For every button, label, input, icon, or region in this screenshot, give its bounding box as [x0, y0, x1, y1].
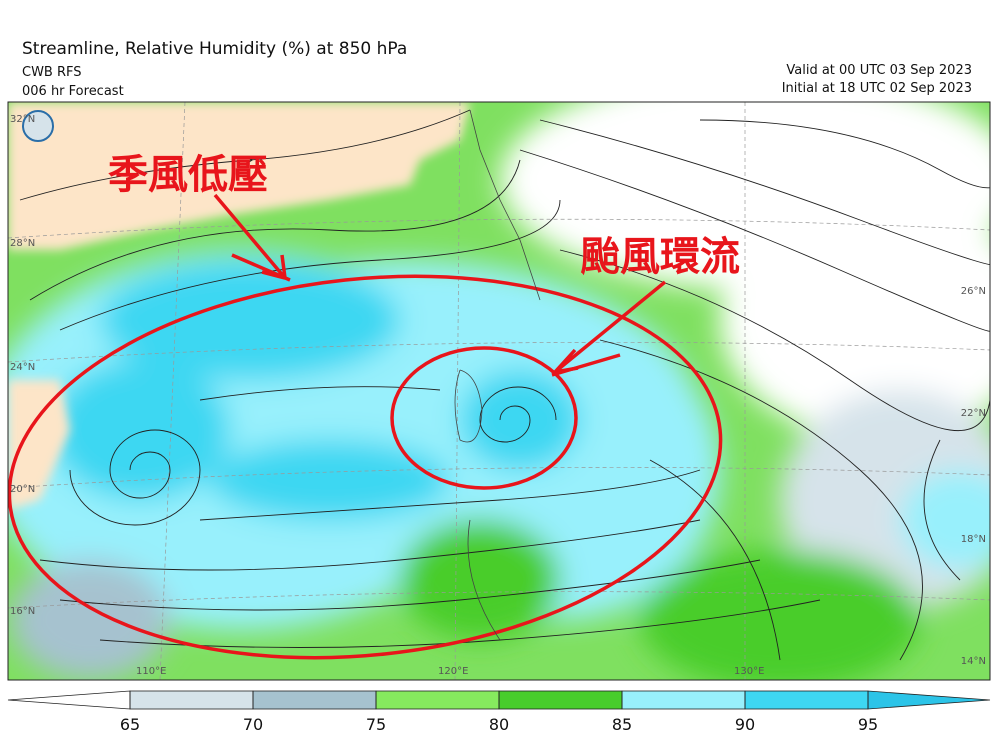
colorbar-label: 85	[612, 715, 632, 734]
annotation-label: 颱風環流	[580, 233, 740, 280]
longitude-label: 120°E	[438, 666, 468, 677]
colorbar-label: 95	[858, 715, 878, 734]
longitude-label: 110°E	[136, 666, 166, 677]
longitude-label: 130°E	[734, 666, 764, 677]
colorbar-end	[867, 690, 991, 710]
latitude-label: 26°N	[961, 286, 986, 297]
map-field	[8, 102, 990, 680]
latitude-label: 28°N	[10, 238, 35, 249]
colorbar-segment	[621, 690, 746, 710]
land-area	[8, 380, 70, 510]
colorbar-segment	[744, 690, 869, 710]
annotation-shapes	[8, 193, 723, 660]
colorbar-label: 70	[243, 715, 263, 734]
streamlines	[19, 109, 990, 661]
colorbar: 65 70 75 80 85 90 95	[7, 690, 991, 734]
latitude-label: 18°N	[961, 534, 986, 545]
colorbar-label: 75	[366, 715, 386, 734]
colorbar-end	[7, 690, 131, 710]
valid-time: Valid at 00 UTC 03 Sep 2023	[786, 63, 972, 78]
latitude-label: 32°N	[10, 114, 35, 125]
colorbar-segment	[375, 690, 500, 710]
colorbar-label: 90	[735, 715, 755, 734]
latitude-label: 24°N	[10, 362, 35, 373]
graticule	[8, 102, 990, 680]
colorbar-segment	[498, 690, 623, 710]
latitude-label: 20°N	[10, 484, 35, 495]
title: Streamline, Relative Humidity (%) at 850…	[22, 39, 407, 59]
latitude-label: 22°N	[961, 408, 986, 419]
colorbar-label: 65	[120, 715, 140, 734]
colorbar-segment	[129, 690, 254, 710]
model-name: CWB RFS	[22, 65, 82, 80]
land-area	[8, 102, 470, 250]
colorbar-segment	[252, 690, 377, 710]
initial-time: Initial at 18 UTC 02 Sep 2023	[782, 81, 972, 96]
humidity-blobs	[8, 102, 990, 680]
map-labels: 32°N 28°N 26°N 24°N 22°N 20°N 18°N 16°N 14°N 110°…	[10, 114, 986, 677]
agency-logo	[22, 110, 54, 142]
map-frame	[7, 101, 991, 681]
annotation-label: 季風低壓	[108, 151, 268, 198]
coastlines	[454, 109, 541, 641]
colorbar-label: 80	[489, 715, 509, 734]
forecast-hour: 006 hr Forecast	[22, 84, 124, 99]
latitude-label: 16°N	[10, 606, 35, 617]
latitude-label: 14°N	[961, 656, 986, 667]
